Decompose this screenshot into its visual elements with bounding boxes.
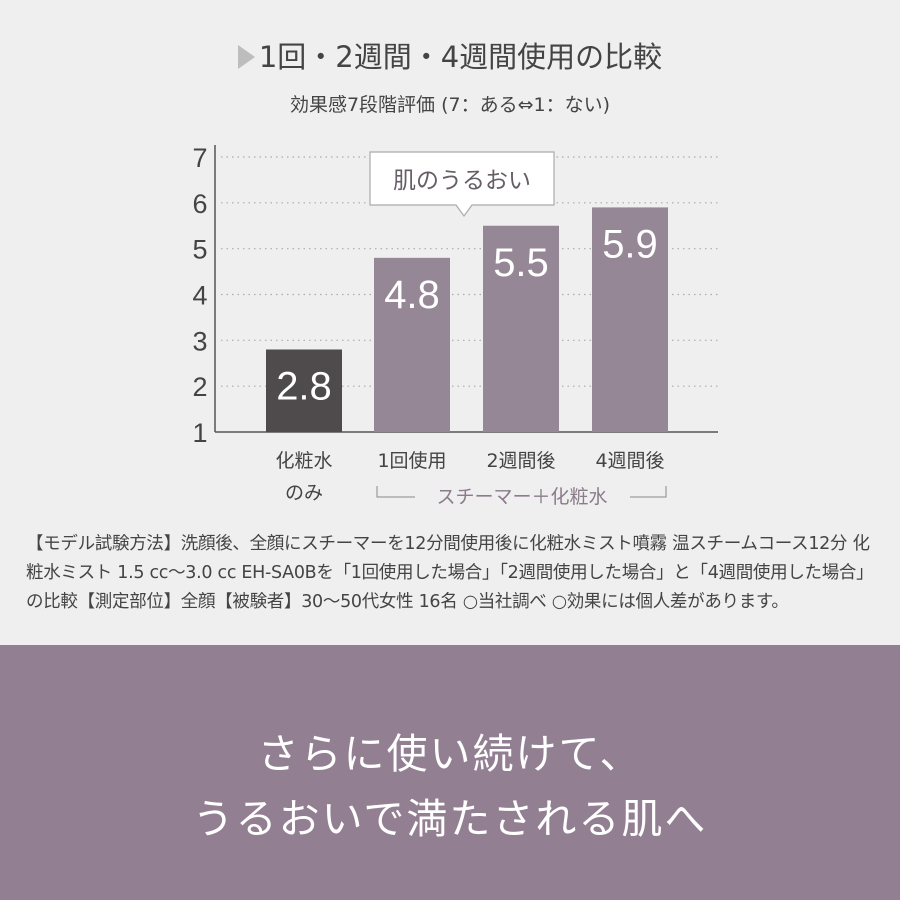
y-tick-label: 1	[192, 418, 207, 448]
x-tick-label: 2週間後	[486, 450, 555, 472]
chart-title-text: 1回・2週間・4週間使用の比較	[258, 40, 663, 74]
y-tick-label: 6	[192, 189, 207, 219]
bar	[592, 207, 668, 432]
y-tick-label: 3	[192, 326, 207, 356]
triangle-icon	[237, 45, 255, 69]
group-label: スチーマー＋化粧水	[436, 486, 607, 508]
data-label: 5.9	[602, 222, 658, 266]
bar	[374, 257, 450, 432]
x-tick-label: 化粧水	[275, 450, 332, 472]
chart-title: 1回・2週間・4週間使用の比較	[0, 34, 900, 76]
y-tick-label: 5	[192, 235, 207, 265]
data-label: 2.8	[276, 365, 332, 409]
data-label: 5.5	[493, 241, 549, 285]
y-tick-label: 7	[192, 143, 207, 173]
bar	[483, 225, 559, 432]
x-tick-label: 1回使用	[377, 450, 446, 472]
callout-box	[369, 151, 555, 218]
x-tick-label: のみ	[285, 482, 323, 504]
callout-label: 肌のうるおい	[393, 168, 531, 194]
banner-line-1: さらに使い続けて、	[257, 730, 643, 778]
banner: さらに使い続けて、 うるおいで満たされる肌へ	[0, 645, 900, 900]
footnote: 【モデル試験方法】洗顔後、全顔にスチーマーを12分間使用後に化粧水ミスト噴霧 温…	[26, 534, 874, 612]
group-bracket-left	[376, 486, 415, 498]
x-tick-label: 4週間後	[595, 450, 664, 472]
y-tick-label: 4	[192, 281, 207, 311]
chart-subtitle: 効果感7段階評価 (7：ある⇔1：ない)	[289, 94, 611, 116]
bar	[266, 349, 342, 432]
banner-line-2: うるおいで満たされる肌へ	[192, 795, 708, 843]
data-label: 4.8	[384, 273, 440, 317]
group-bracket-right	[630, 486, 667, 498]
y-tick-label: 2	[192, 372, 207, 402]
